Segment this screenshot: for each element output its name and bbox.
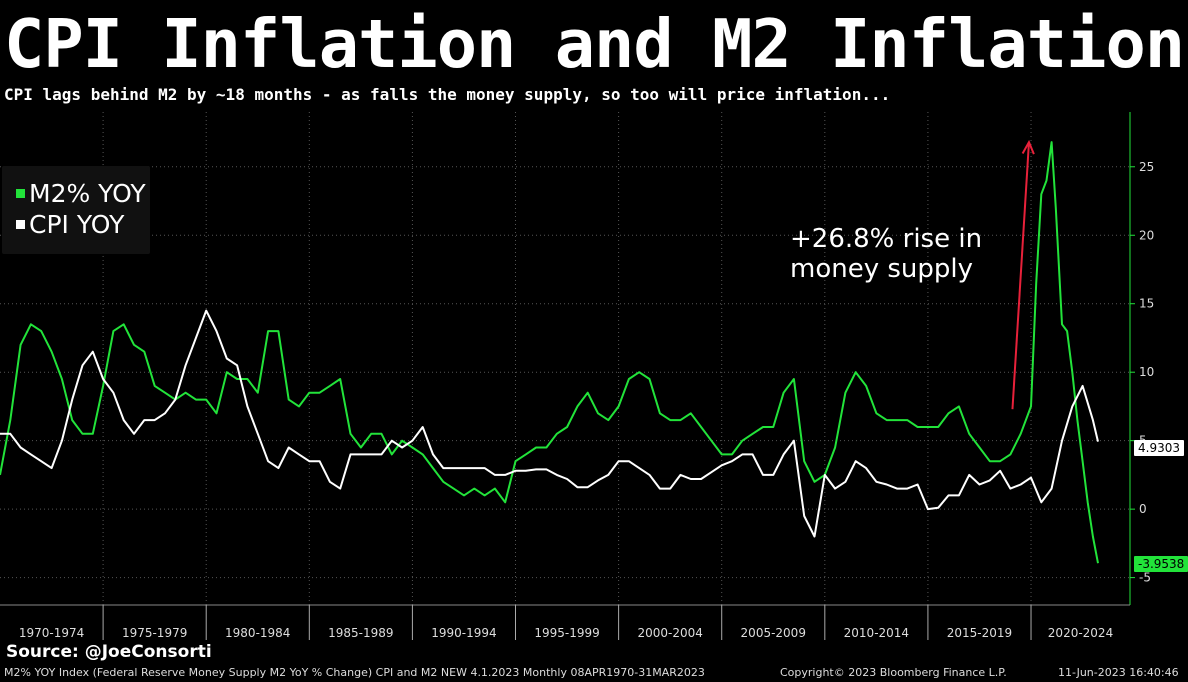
arrow-shaft — [1011, 142, 1030, 410]
period-label: 1975-1979 — [122, 626, 187, 640]
period-label: 2015-2019 — [947, 626, 1012, 640]
legend-item-m2: M2% YOY — [16, 179, 146, 209]
page-subtitle: CPI lags behind M2 by ~18 months - as fa… — [4, 85, 891, 104]
legend-swatch-cpi — [16, 219, 25, 229]
y-tick-label: -5 — [1139, 571, 1151, 585]
legend: M2% YOY CPI YOY — [2, 166, 150, 254]
y-tick-label: 25 — [1139, 160, 1154, 174]
period-label: 2020-2024 — [1048, 626, 1113, 640]
period-label: 1985-1989 — [328, 626, 393, 640]
y-tick-label: 15 — [1139, 297, 1154, 311]
y-tick-label: 20 — [1139, 228, 1154, 242]
annotation-text: +26.8% rise in money supply — [790, 224, 983, 284]
legend-swatch-m2 — [16, 188, 25, 198]
last-value-m2: -3.9538 — [1134, 556, 1188, 572]
source-label: Source: @JoeConsorti — [6, 642, 212, 662]
legend-label-m2: M2% YOY — [29, 179, 146, 208]
period-label: 1990-1994 — [431, 626, 496, 640]
axes: -50510152025 — [0, 112, 1154, 640]
period-label: 2000-2004 — [637, 626, 702, 640]
series-line-cpi — [0, 309, 1099, 538]
period-label: 2005-2009 — [741, 626, 806, 640]
footer-timestamp: 11-Jun-2023 16:40:46 — [1058, 666, 1179, 679]
page-title: CPI Inflation and M2 Inflation — [4, 5, 1185, 83]
period-labels: 1970-1974 1975-1979 1980-1984 1985-1989 1990… — [19, 626, 1113, 640]
arrow-head — [1021, 139, 1035, 155]
period-label: 1995-1999 — [534, 626, 599, 640]
series-line-m2 — [0, 141, 1099, 564]
footer-copyright: Copyright© 2023 Bloomberg Finance L.P. — [780, 666, 1007, 679]
legend-item-cpi: CPI YOY — [16, 210, 124, 240]
annotation-arrow — [1011, 139, 1035, 410]
period-label: 1970-1974 — [19, 626, 84, 640]
y-tick-label: 10 — [1139, 365, 1154, 379]
y-tick-label: 0 — [1139, 502, 1147, 516]
period-label: 1980-1984 — [225, 626, 290, 640]
series-lines — [0, 141, 1099, 564]
legend-label-cpi: CPI YOY — [29, 210, 125, 239]
last-value-cpi: 4.9303 — [1134, 440, 1184, 456]
footer-description: M2% YOY Index (Federal Reserve Money Sup… — [4, 666, 705, 679]
period-label: 2010-2014 — [844, 626, 909, 640]
grid-lines — [0, 112, 1130, 605]
